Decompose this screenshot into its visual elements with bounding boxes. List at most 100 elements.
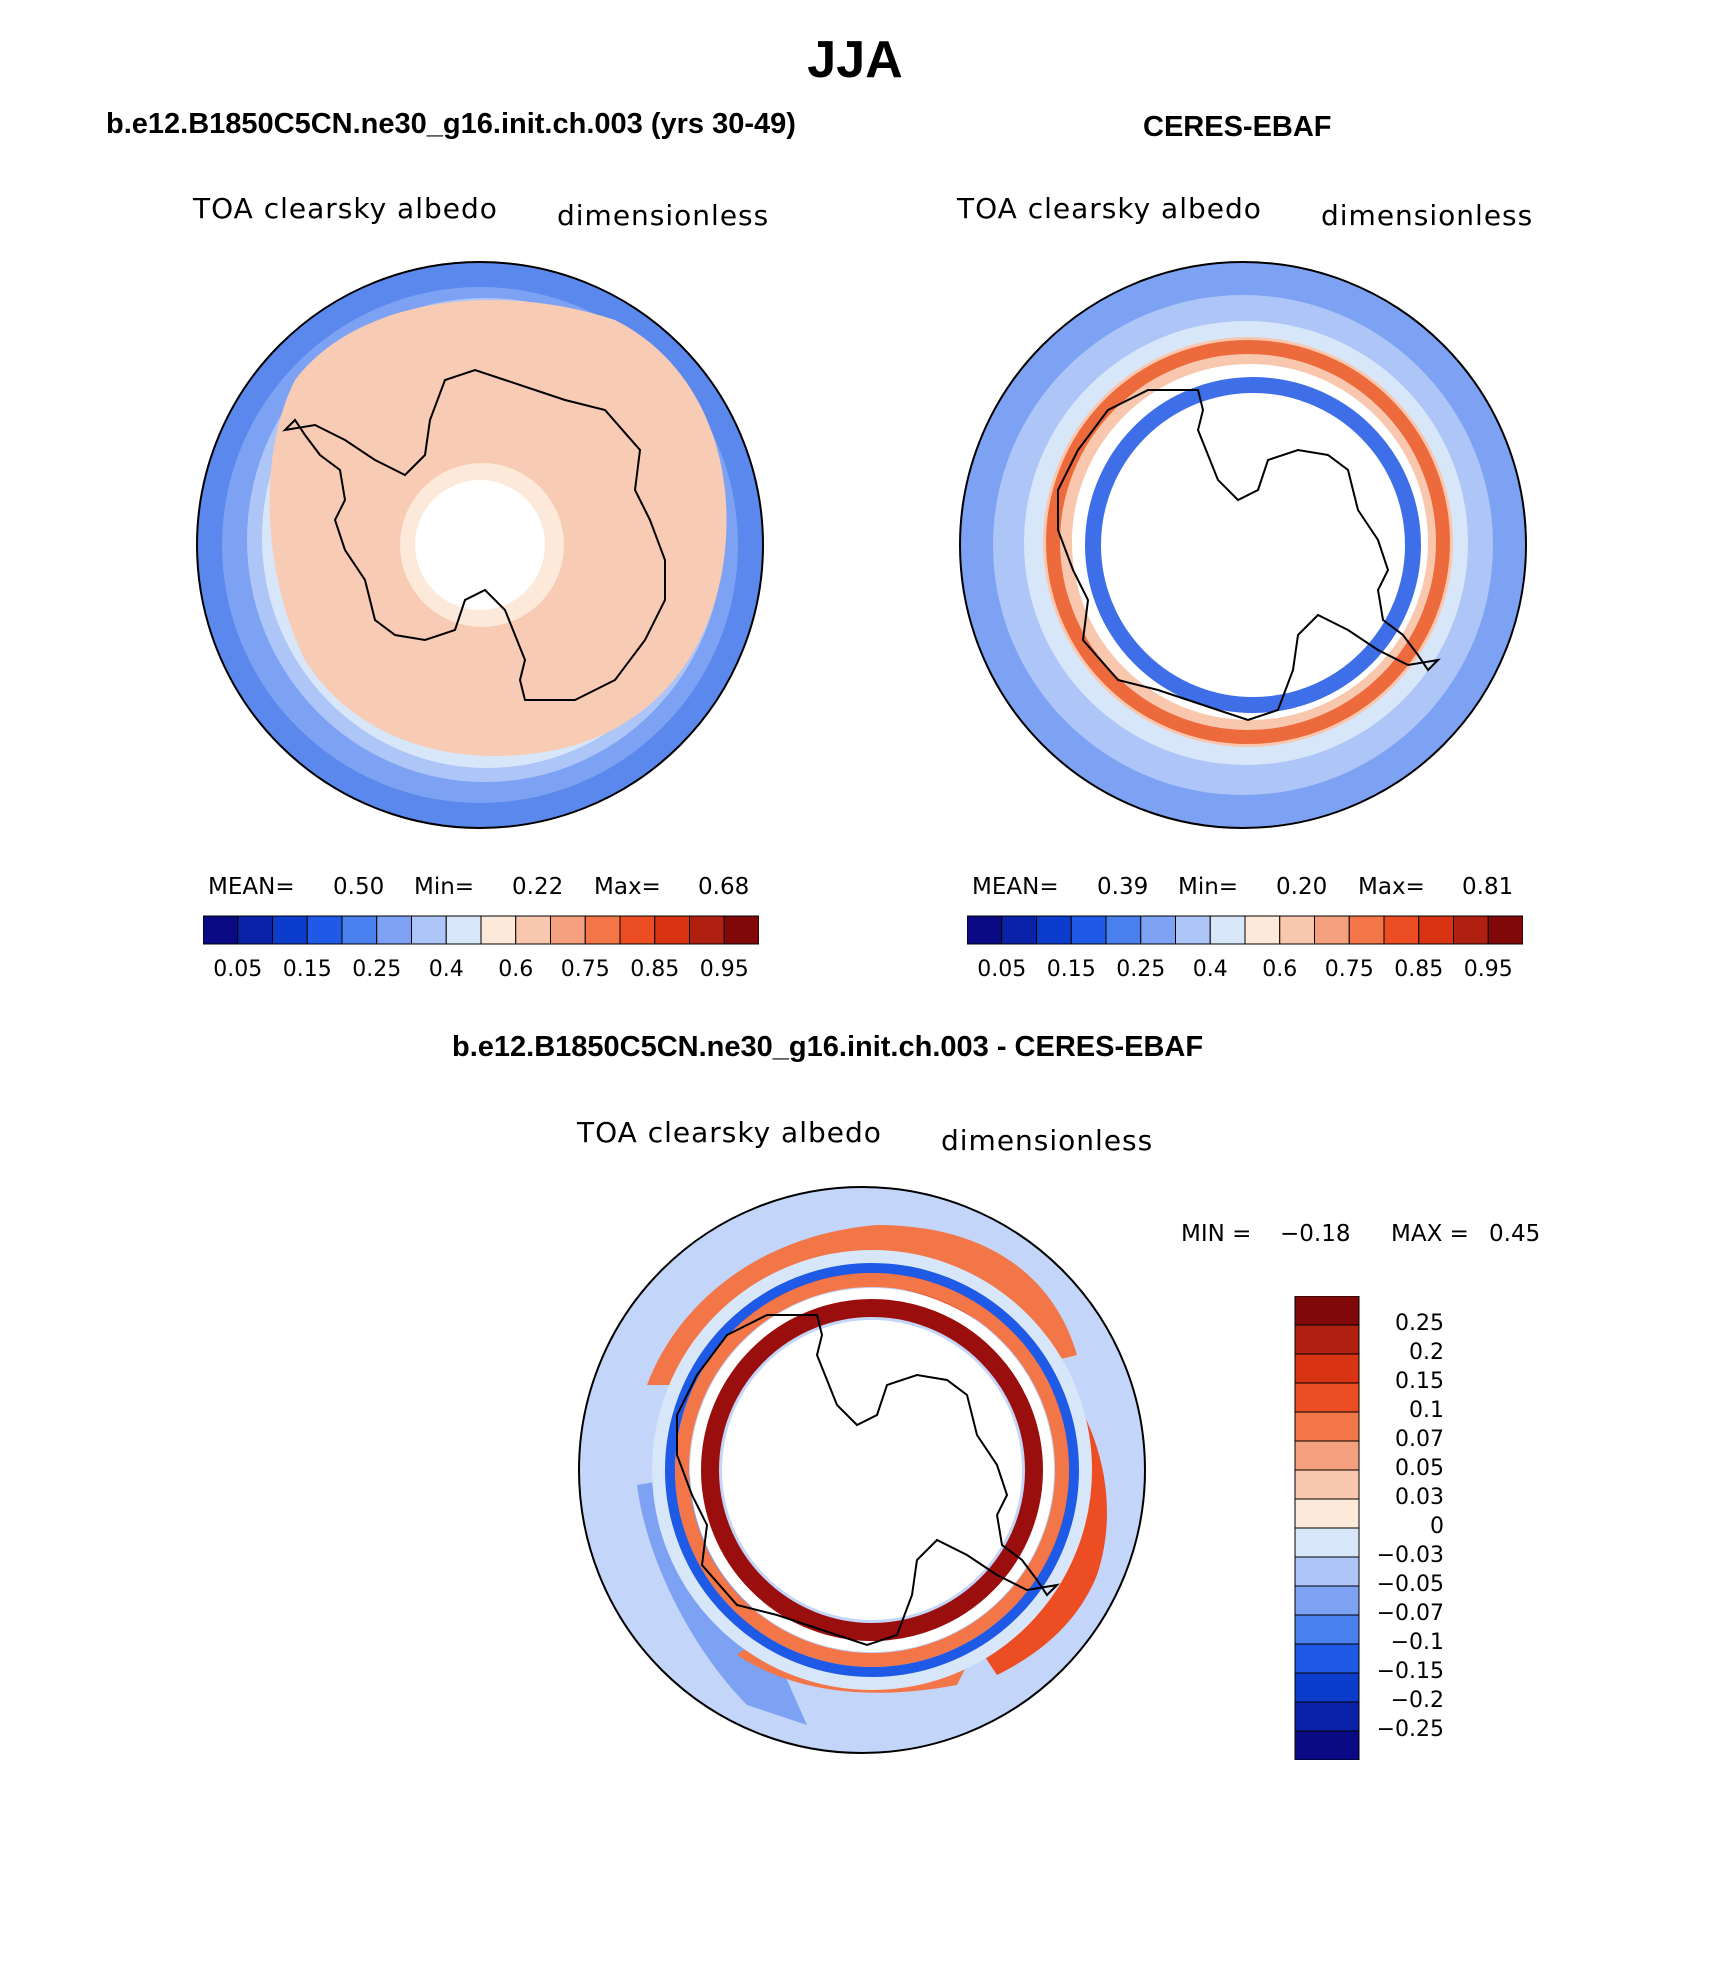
colorbar-swatch xyxy=(480,915,517,945)
panel-1-max-value: 0.68 xyxy=(698,874,750,900)
colorbar-swatch xyxy=(1294,1701,1360,1732)
colorbar-swatch xyxy=(1140,915,1176,945)
colorbar-tick-label: 0.2 xyxy=(1409,1340,1444,1365)
colorbar-swatch xyxy=(1294,1324,1360,1355)
panel-3-units: dimensionless xyxy=(941,1124,1154,1157)
colorbar-swatch xyxy=(1294,1498,1360,1529)
colorbar-tick-label: 0.4 xyxy=(1192,957,1228,982)
panel-2-variable: TOA clearsky albedo xyxy=(957,192,1262,225)
colorbar-tick-label: 0.03 xyxy=(1395,1485,1444,1510)
colorbar-tick-label: 0.75 xyxy=(1324,957,1374,982)
colorbar-ceres xyxy=(967,915,1523,945)
colorbar-tick-label: 0.4 xyxy=(428,957,464,982)
colorbar-swatch xyxy=(515,915,551,945)
panel-1-units: dimensionless xyxy=(557,199,770,232)
colorbar-tick-label: 0.75 xyxy=(560,957,610,982)
colorbar-swatch xyxy=(1105,915,1142,945)
colorbar-swatch xyxy=(1383,915,1420,945)
panel-2-units: dimensionless xyxy=(1321,199,1534,232)
panel-2-max-value: 0.81 xyxy=(1462,874,1514,900)
colorbar-swatch xyxy=(723,915,759,945)
colorbar-tick-label: 0.95 xyxy=(699,957,749,982)
colorbar-swatch xyxy=(654,915,690,945)
map-difference xyxy=(578,1186,1146,1754)
colorbar-tick-label: −0.25 xyxy=(1376,1717,1444,1742)
panel-2-min-value: 0.20 xyxy=(1276,874,1328,900)
colorbar-swatch xyxy=(1294,1411,1360,1442)
colorbar-swatch xyxy=(1294,1672,1360,1703)
colorbar-swatch xyxy=(1314,915,1350,945)
colorbar-swatch xyxy=(237,915,273,945)
panel-1-min-value: 0.22 xyxy=(512,874,564,900)
antarctica-coastline-3 xyxy=(676,1314,1060,1647)
colorbar-tick-label: −0.07 xyxy=(1376,1601,1444,1626)
colorbar-swatch xyxy=(1294,1382,1360,1413)
panel-2-title: CERES-EBAF xyxy=(1143,111,1332,143)
colorbar-swatch xyxy=(1244,915,1281,945)
colorbar-tick-label: 0.25 xyxy=(1395,1311,1444,1336)
colorbar-swatch xyxy=(619,915,656,945)
colorbar-tick-label: 0.6 xyxy=(1262,957,1298,982)
colorbar-tick-label: 0.15 xyxy=(1046,957,1096,982)
colorbar-tick-label: 0.1 xyxy=(1409,1398,1444,1423)
panel-3-variable: TOA clearsky albedo xyxy=(577,1116,882,1149)
colorbar-swatch xyxy=(1209,915,1246,945)
colorbar-tick-label: −0.1 xyxy=(1390,1630,1444,1655)
colorbar-swatch xyxy=(1294,1527,1360,1558)
main-title: JJA xyxy=(807,31,903,89)
panel-1-mean-label: MEAN= xyxy=(208,874,295,900)
colorbar-swatch xyxy=(1294,1296,1360,1326)
colorbar-swatch xyxy=(1294,1730,1360,1760)
panel-3-max-label: MAX = xyxy=(1391,1221,1469,1247)
colorbar-swatch xyxy=(1418,915,1454,945)
colorbar-swatch xyxy=(1294,1353,1360,1384)
colorbar-swatch xyxy=(1175,915,1211,945)
colorbar-tick-label: −0.15 xyxy=(1376,1659,1444,1684)
map-model xyxy=(196,261,764,829)
panel-1-max-label: Max= xyxy=(594,874,661,900)
colorbar-swatch xyxy=(1348,915,1385,945)
colorbar-swatch xyxy=(584,915,621,945)
panel-2-mean-value: 0.39 xyxy=(1097,874,1149,900)
colorbar-swatch xyxy=(376,915,412,945)
colorbar-swatch xyxy=(550,915,586,945)
colorbar-tick-label: 0.85 xyxy=(1394,957,1444,982)
colorbar-tick-label: 0.6 xyxy=(498,957,534,982)
colorbar-swatch xyxy=(1294,1585,1360,1616)
colorbar-swatch xyxy=(1487,915,1523,945)
colorbar-swatch xyxy=(1001,915,1037,945)
colorbar-swatch xyxy=(1036,915,1072,945)
colorbar-tick-label: −0.05 xyxy=(1376,1572,1444,1597)
colorbar-swatch xyxy=(272,915,308,945)
colorbar-swatch xyxy=(1294,1469,1360,1500)
panel-1-title: b.e12.B1850C5CN.ne30_g16.init.ch.003 (yr… xyxy=(106,108,796,140)
panel-3-max-value: 0.45 xyxy=(1489,1221,1541,1247)
colorbar-swatch xyxy=(1070,915,1107,945)
colorbar-tick-label: 0.05 xyxy=(977,957,1027,982)
colorbar-swatch xyxy=(1279,915,1315,945)
panel-1-min-label: Min= xyxy=(414,874,475,900)
colorbar-swatch xyxy=(1294,1643,1360,1674)
colorbar-swatch xyxy=(967,915,1003,945)
colorbar-swatch xyxy=(411,915,447,945)
panel-3-min-value: −0.18 xyxy=(1280,1221,1351,1247)
colorbar-swatch xyxy=(203,915,239,945)
colorbar-tick-label: 0.15 xyxy=(282,957,332,982)
colorbar-tick-label: 0.25 xyxy=(352,957,402,982)
panel-1-variable: TOA clearsky albedo xyxy=(193,192,498,225)
panel-3-min-label: MIN = xyxy=(1181,1221,1252,1247)
panel-2-min-label: Min= xyxy=(1178,874,1239,900)
colorbar-tick-label: −0.2 xyxy=(1390,1688,1444,1713)
colorbar-swatch xyxy=(1294,1440,1360,1471)
colorbar-difference xyxy=(1294,1296,1360,1760)
colorbar-swatch xyxy=(341,915,378,945)
colorbar-model xyxy=(203,915,759,945)
colorbar-swatch xyxy=(445,915,482,945)
antarctica-coastline-2 xyxy=(1057,389,1441,722)
colorbar-swatch xyxy=(1294,1614,1360,1645)
panel-2-mean-label: MEAN= xyxy=(972,874,1059,900)
panel-3-title: b.e12.B1850C5CN.ne30_g16.init.ch.003 - C… xyxy=(452,1031,1204,1063)
map-ceres xyxy=(959,261,1527,829)
panel-2-max-label: Max= xyxy=(1358,874,1425,900)
colorbar-tick-label: 0.07 xyxy=(1395,1427,1444,1452)
